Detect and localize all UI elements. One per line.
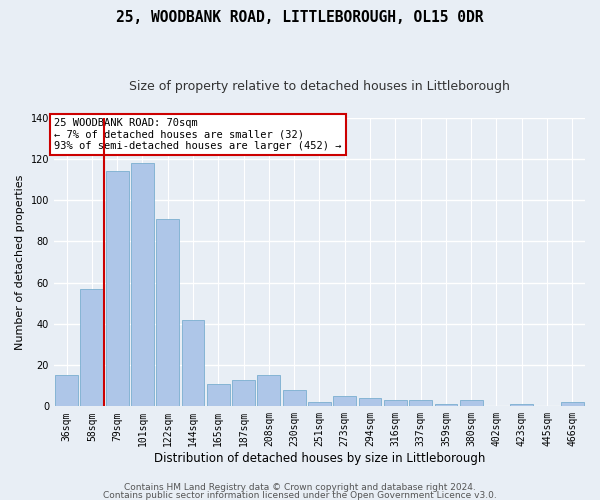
Bar <box>207 384 230 406</box>
Bar <box>80 289 103 406</box>
Bar <box>334 396 356 406</box>
X-axis label: Distribution of detached houses by size in Littleborough: Distribution of detached houses by size … <box>154 452 485 465</box>
Bar <box>511 404 533 406</box>
Bar <box>434 404 457 406</box>
Text: Contains public sector information licensed under the Open Government Licence v3: Contains public sector information licen… <box>103 490 497 500</box>
Bar <box>460 400 482 406</box>
Bar <box>232 380 255 406</box>
Bar <box>359 398 382 406</box>
Bar <box>409 400 432 406</box>
Bar <box>106 172 128 406</box>
Title: Size of property relative to detached houses in Littleborough: Size of property relative to detached ho… <box>129 80 510 93</box>
Bar <box>561 402 584 406</box>
Text: 25, WOODBANK ROAD, LITTLEBOROUGH, OL15 0DR: 25, WOODBANK ROAD, LITTLEBOROUGH, OL15 0… <box>116 10 484 25</box>
Bar <box>131 163 154 406</box>
Text: 25 WOODBANK ROAD: 70sqm
← 7% of detached houses are smaller (32)
93% of semi-det: 25 WOODBANK ROAD: 70sqm ← 7% of detached… <box>54 118 341 151</box>
Text: Contains HM Land Registry data © Crown copyright and database right 2024.: Contains HM Land Registry data © Crown c… <box>124 484 476 492</box>
Y-axis label: Number of detached properties: Number of detached properties <box>15 174 25 350</box>
Bar <box>257 376 280 406</box>
Bar <box>182 320 205 406</box>
Bar <box>308 402 331 406</box>
Bar <box>384 400 407 406</box>
Bar <box>157 219 179 406</box>
Bar <box>55 376 78 406</box>
Bar <box>283 390 305 406</box>
